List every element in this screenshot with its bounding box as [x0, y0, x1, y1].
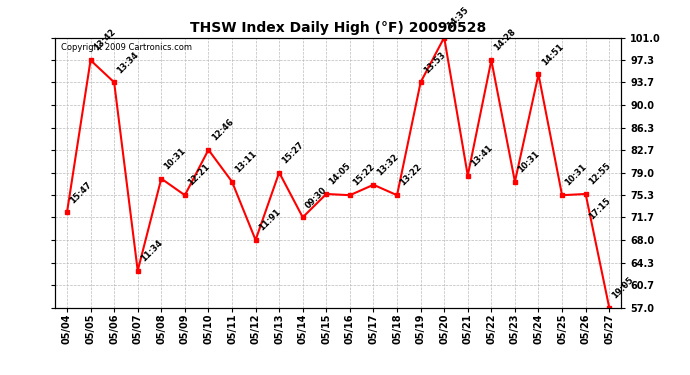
Text: 13:11: 13:11	[233, 149, 259, 174]
Text: 15:47: 15:47	[68, 180, 93, 205]
Text: 15:22: 15:22	[351, 162, 377, 188]
Text: 11:91: 11:91	[257, 207, 282, 232]
Text: 14:05: 14:05	[328, 161, 353, 187]
Text: 13:34: 13:34	[115, 50, 141, 75]
Text: 19:05: 19:05	[611, 275, 635, 300]
Text: 13:32: 13:32	[375, 152, 400, 177]
Text: 14:28: 14:28	[493, 27, 518, 53]
Text: 15:27: 15:27	[280, 140, 306, 165]
Text: Copyright 2009 Cartronics.com: Copyright 2009 Cartronics.com	[61, 43, 192, 52]
Text: 13:42: 13:42	[92, 27, 117, 53]
Text: 13:41: 13:41	[469, 143, 494, 168]
Text: 12:46: 12:46	[210, 117, 235, 142]
Text: 17:15: 17:15	[586, 196, 612, 222]
Text: 09:30: 09:30	[304, 185, 329, 210]
Title: THSW Index Daily High (°F) 20090528: THSW Index Daily High (°F) 20090528	[190, 21, 486, 35]
Text: 10:31: 10:31	[563, 163, 589, 188]
Text: 14:51: 14:51	[540, 42, 565, 67]
Text: 12:21: 12:21	[186, 162, 211, 188]
Text: 12:55: 12:55	[586, 161, 612, 187]
Text: 10:31: 10:31	[162, 146, 188, 171]
Text: 13:22: 13:22	[398, 162, 424, 188]
Text: 10:31: 10:31	[516, 149, 541, 174]
Text: 13:53: 13:53	[422, 50, 447, 75]
Text: 14:35: 14:35	[445, 5, 471, 30]
Text: 11:34: 11:34	[139, 238, 164, 263]
